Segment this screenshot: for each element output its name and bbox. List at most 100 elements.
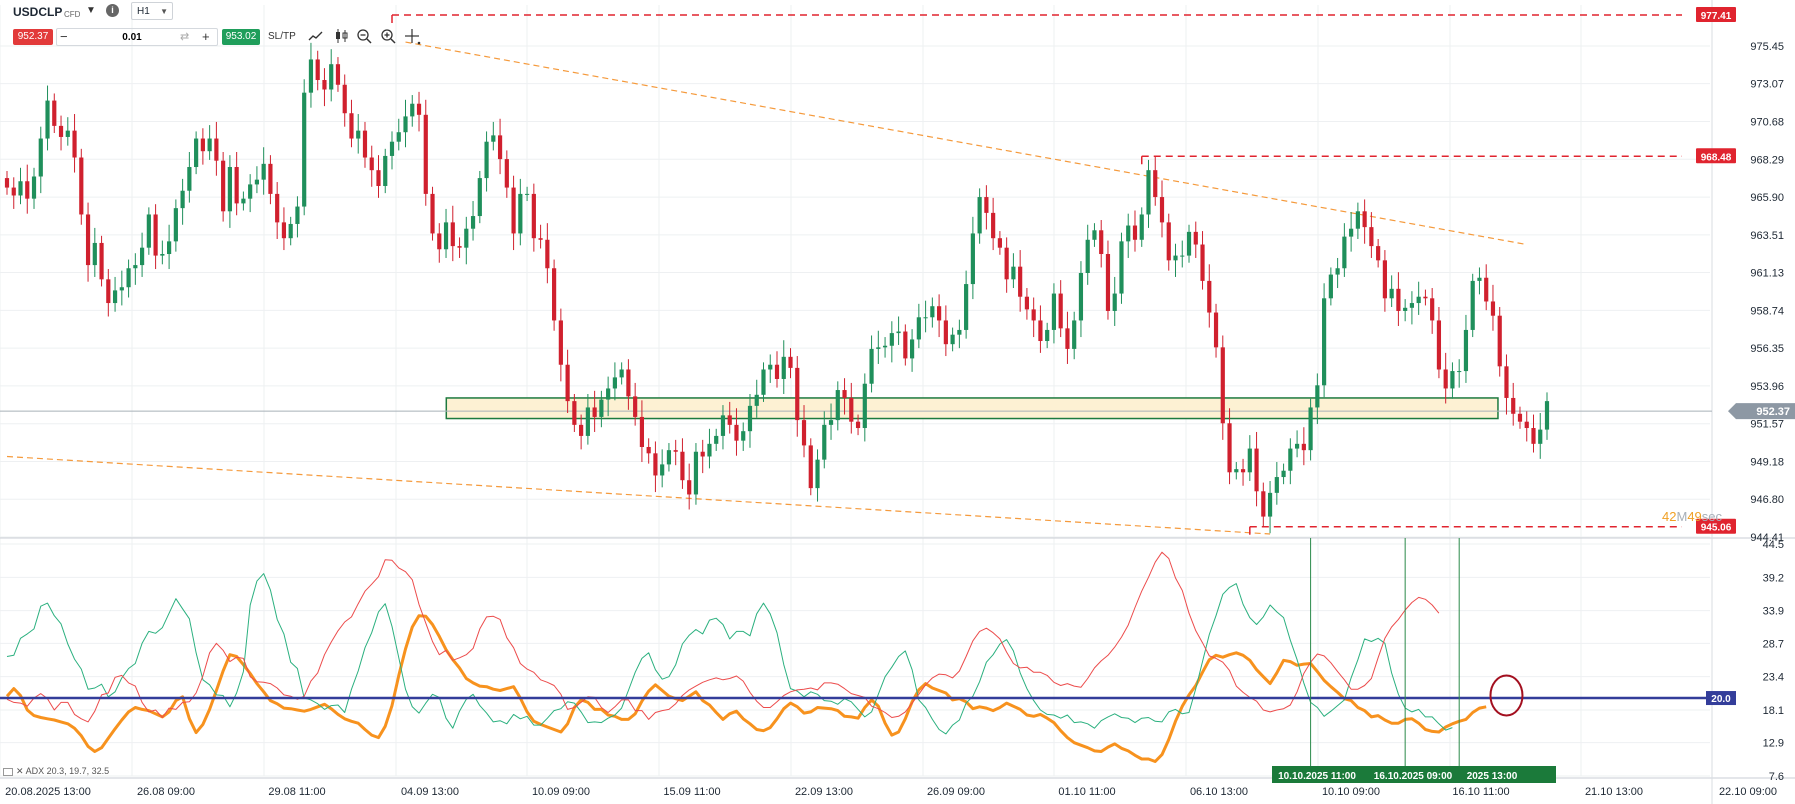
candle[interactable]: [896, 316, 901, 345]
candle[interactable]: [268, 155, 273, 205]
candle[interactable]: [1470, 273, 1475, 338]
candle[interactable]: [1207, 264, 1212, 328]
candle[interactable]: [1382, 250, 1387, 312]
candle[interactable]: [1004, 237, 1009, 293]
candle[interactable]: [997, 231, 1002, 255]
zoom-in-icon[interactable]: [380, 28, 396, 44]
candle[interactable]: [416, 91, 422, 132]
candle[interactable]: [1267, 481, 1273, 534]
adx-legend[interactable]: ✕ ADX 20.3, 19.7, 32.5: [3, 766, 109, 777]
candle[interactable]: [437, 223, 442, 263]
candle[interactable]: [1132, 210, 1138, 252]
candle[interactable]: [65, 117, 70, 146]
candle[interactable]: [1146, 159, 1151, 228]
candle[interactable]: [497, 118, 503, 175]
candle[interactable]: [430, 186, 435, 241]
candle[interactable]: [1443, 352, 1448, 404]
candlestick-icon[interactable]: [334, 28, 350, 44]
candle[interactable]: [795, 356, 800, 437]
candle[interactable]: [1261, 482, 1266, 527]
candle[interactable]: [383, 148, 388, 194]
candle[interactable]: [835, 381, 840, 431]
candle[interactable]: [491, 121, 496, 151]
candle[interactable]: [646, 438, 651, 464]
candle[interactable]: [1186, 224, 1192, 263]
candle[interactable]: [808, 438, 813, 496]
candle[interactable]: [1457, 359, 1462, 388]
line-chart-icon[interactable]: [308, 28, 324, 44]
candle[interactable]: [1234, 462, 1239, 480]
candle[interactable]: [1038, 305, 1043, 353]
candle[interactable]: [1112, 276, 1117, 326]
candle[interactable]: [72, 114, 77, 173]
candle[interactable]: [45, 85, 50, 151]
candle[interactable]: [1389, 275, 1394, 308]
candle[interactable]: [1409, 291, 1415, 325]
candle[interactable]: [943, 305, 948, 357]
swap-icon[interactable]: ⇄: [180, 31, 190, 43]
candle[interactable]: [720, 405, 726, 450]
candle[interactable]: [1504, 354, 1509, 415]
candle[interactable]: [1430, 288, 1435, 334]
candle[interactable]: [410, 95, 415, 127]
candle[interactable]: [822, 411, 827, 469]
candle[interactable]: [58, 115, 64, 151]
candle[interactable]: [572, 394, 577, 432]
candle[interactable]: [592, 390, 597, 432]
candle[interactable]: [1227, 408, 1232, 485]
candle[interactable]: [1342, 223, 1347, 277]
candle[interactable]: [1288, 438, 1293, 485]
candle[interactable]: [1220, 335, 1225, 440]
candle[interactable]: [180, 178, 185, 225]
candle[interactable]: [1018, 250, 1023, 312]
candle[interactable]: [727, 401, 732, 434]
trendline[interactable]: [6, 455, 1271, 535]
candle[interactable]: [903, 324, 908, 366]
candle[interactable]: [450, 205, 455, 262]
timeframe-select[interactable]: H1 ▼: [131, 2, 173, 20]
candle[interactable]: [227, 155, 232, 228]
candle[interactable]: [369, 145, 374, 187]
candle[interactable]: [248, 174, 253, 213]
candle[interactable]: [362, 121, 368, 168]
candle[interactable]: [464, 216, 469, 265]
candle[interactable]: [241, 191, 246, 211]
candle[interactable]: [518, 178, 523, 246]
candle[interactable]: [1335, 257, 1340, 289]
candle[interactable]: [916, 303, 921, 349]
candle[interactable]: [653, 441, 658, 493]
candle[interactable]: [261, 147, 266, 195]
candle[interactable]: [1369, 212, 1374, 258]
candle[interactable]: [1355, 202, 1360, 239]
candle[interactable]: [585, 394, 590, 445]
candle[interactable]: [633, 382, 638, 426]
buy-button[interactable]: 953.02: [222, 29, 260, 45]
candle[interactable]: [707, 428, 712, 469]
candle[interactable]: [288, 216, 293, 246]
candle[interactable]: [1396, 272, 1401, 326]
candle[interactable]: [1484, 264, 1489, 311]
candle[interactable]: [1078, 261, 1084, 338]
candle[interactable]: [964, 270, 969, 339]
candle[interactable]: [882, 337, 888, 358]
candle[interactable]: [1099, 220, 1104, 268]
candle[interactable]: [214, 121, 219, 176]
candle[interactable]: [1213, 303, 1219, 358]
candle[interactable]: [531, 183, 536, 252]
candle[interactable]: [815, 449, 820, 502]
candle[interactable]: [1159, 180, 1165, 238]
candle[interactable]: [579, 414, 584, 450]
candle[interactable]: [828, 403, 834, 440]
candle[interactable]: [1322, 283, 1327, 398]
candle[interactable]: [1173, 243, 1178, 277]
candle[interactable]: [85, 202, 91, 282]
candle[interactable]: [1436, 307, 1442, 379]
candle[interactable]: [1072, 311, 1077, 360]
candle[interactable]: [167, 224, 172, 270]
candle[interactable]: [79, 148, 84, 225]
candle[interactable]: [160, 240, 165, 265]
candle[interactable]: [984, 185, 989, 230]
candle[interactable]: [538, 224, 543, 249]
candle[interactable]: [977, 188, 982, 244]
candle[interactable]: [1058, 280, 1063, 338]
